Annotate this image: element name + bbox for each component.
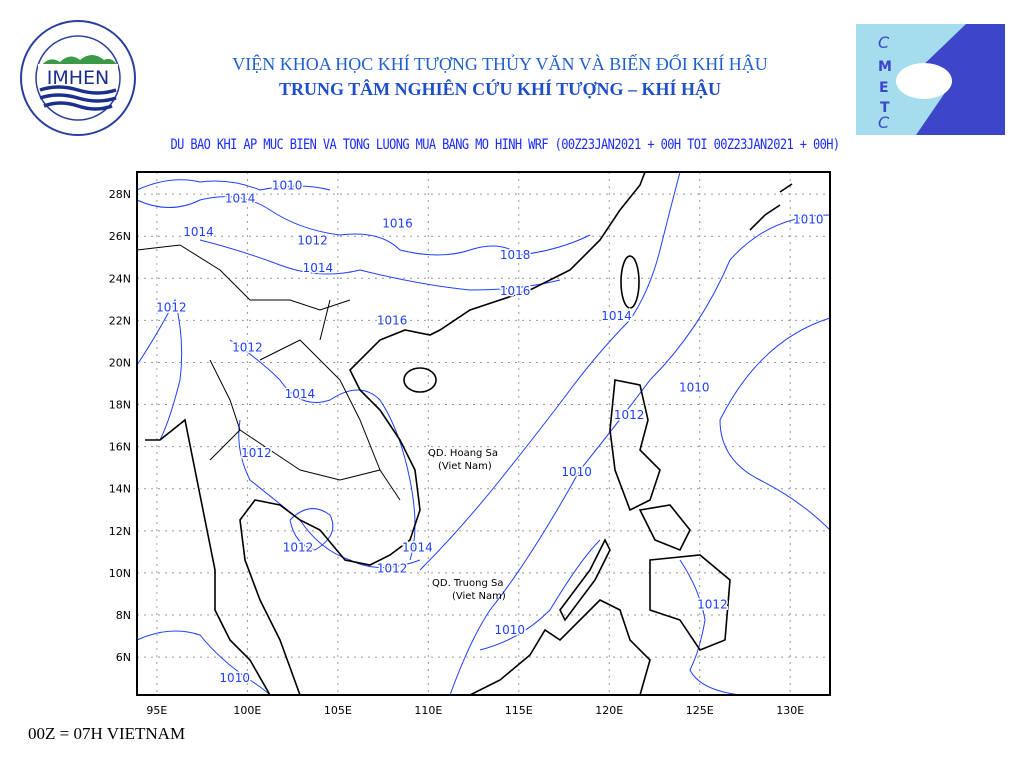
hoang-sa-sublabel: (Viet Nam) [438,461,492,472]
hainan-island [403,367,437,393]
isobars [136,171,831,696]
lat-tick-label: 18N [109,399,131,412]
place-labels: QD. Hoang Sa (Viet Nam) QD. Truong Sa (V… [428,448,506,602]
lon-tick-label: 120E [595,704,623,717]
lon-tick-label: 115E [505,704,533,717]
isobar-label: 1014 [402,541,433,555]
isobar-label: 1014 [601,309,632,323]
isobar-label: 1010 [561,465,592,479]
lat-tick-label: 24N [109,272,131,285]
lat-tick-label: 14N [109,483,131,496]
luzon-island [609,379,661,512]
isobar-line [479,539,601,651]
japan-islands [749,183,793,231]
truong-sa-sublabel: (Viet Nam) [452,591,506,602]
isobar-line [136,298,183,441]
lat-tick-label: 26N [109,230,131,243]
isobar-line [136,196,591,256]
country-borders [136,244,401,501]
isobar-label: 1012 [614,408,645,422]
svg-text:E: E [879,80,889,96]
isobar-label: 1016 [382,217,413,231]
lat-tick-label: 8N [116,609,131,622]
isobar-label: 1012 [377,562,408,576]
isobar-line [199,239,561,291]
isobar-label: 1010 [793,212,824,226]
lat-tick-label: 10N [109,567,131,580]
isobar-line [136,179,331,191]
isobar-label: 1010 [219,671,250,685]
cmetc-logo: C M E T C [856,24,1005,135]
institute-title: VIỆN KHOA HỌC KHÍ TƯỢNG THỦY VĂN VÀ BIẾN… [232,54,768,74]
isobar-line [136,630,271,696]
lat-tick-label: 6N [116,651,131,664]
isobar-label: 1016 [377,313,408,327]
palawan-island [559,538,611,622]
isobar-label: 1014 [183,225,214,239]
lon-tick-label: 95E [146,704,167,717]
lon-tick-label: 125E [686,704,714,717]
grid-lines [137,172,830,695]
lat-tick-label: 20N [109,356,131,369]
lat-tick-label: 16N [109,441,131,454]
isobar-line [449,214,831,696]
isobar-label: 1010 [494,623,525,637]
isobar-label: 1012 [232,341,263,355]
isobar-line [719,317,831,531]
truong-sa-label: QD. Truong Sa [432,578,503,589]
visayas-islands [638,504,691,552]
taiwan-island [620,255,640,309]
svg-text:T: T [880,100,890,116]
svg-text:C: C [878,113,890,132]
lon-tick-label: 130E [776,704,804,717]
lon-tick-label: 105E [324,704,352,717]
isobar-line [679,559,741,696]
lat-tick-label: 22N [109,314,131,327]
isobar-label: 1012 [156,301,187,315]
borneo-coast [469,599,651,696]
lat-tick-label: 28N [109,188,131,201]
isobar-line [238,419,421,568]
map-title: DU BAO KHI AP MUC BIEN VA TONG LUONG MUA… [170,135,840,153]
svg-text:C: C [878,33,890,52]
isobar-label: 1014 [285,387,316,401]
map-frame [136,171,831,696]
imhen-logo: IMHEN [20,20,136,136]
isobar-line [289,508,334,551]
isobar-label: 1010 [679,381,710,395]
lon-tick-label: 100E [233,704,261,717]
mainland-coast [145,171,646,696]
isobar-label: 1012 [241,446,272,460]
isobar-label: 1014 [303,261,334,275]
isobar-label: 1016 [500,284,531,298]
coastlines [136,171,793,696]
isobar-label: 1012 [297,233,328,247]
isobar-line [229,339,416,561]
imhen-logo-text: IMHEN [47,67,110,89]
axis-ticks: 95E 100E 105E 110E 115E 120E 125E 130E 6N 8N 10N 12… [109,188,804,717]
isobar-label: 1018 [500,248,531,262]
footer-note: 00Z = 07H VIETNAM [28,724,186,743]
isobar-labels: 1010 1014 1014 1012 1016 1014 1018 1016 1012 1016… [155,177,825,686]
lon-tick-label: 110E [414,704,442,717]
hoang-sa-label: QD. Hoang Sa [428,448,498,459]
mindanao-island [649,554,731,651]
center-title: TRUNG TÂM NGHIÊN CỨU KHÍ TƯỢNG – KHÍ HẬU [278,79,722,99]
lat-tick-label: 12N [109,525,131,538]
svg-text:M: M [878,59,892,75]
isobar-label: 1010 [272,179,303,193]
isobar-label: 1012 [283,541,314,555]
isobar-label: 1014 [225,191,256,205]
isobar-line [419,171,681,571]
isobar-label: 1012 [697,598,728,612]
